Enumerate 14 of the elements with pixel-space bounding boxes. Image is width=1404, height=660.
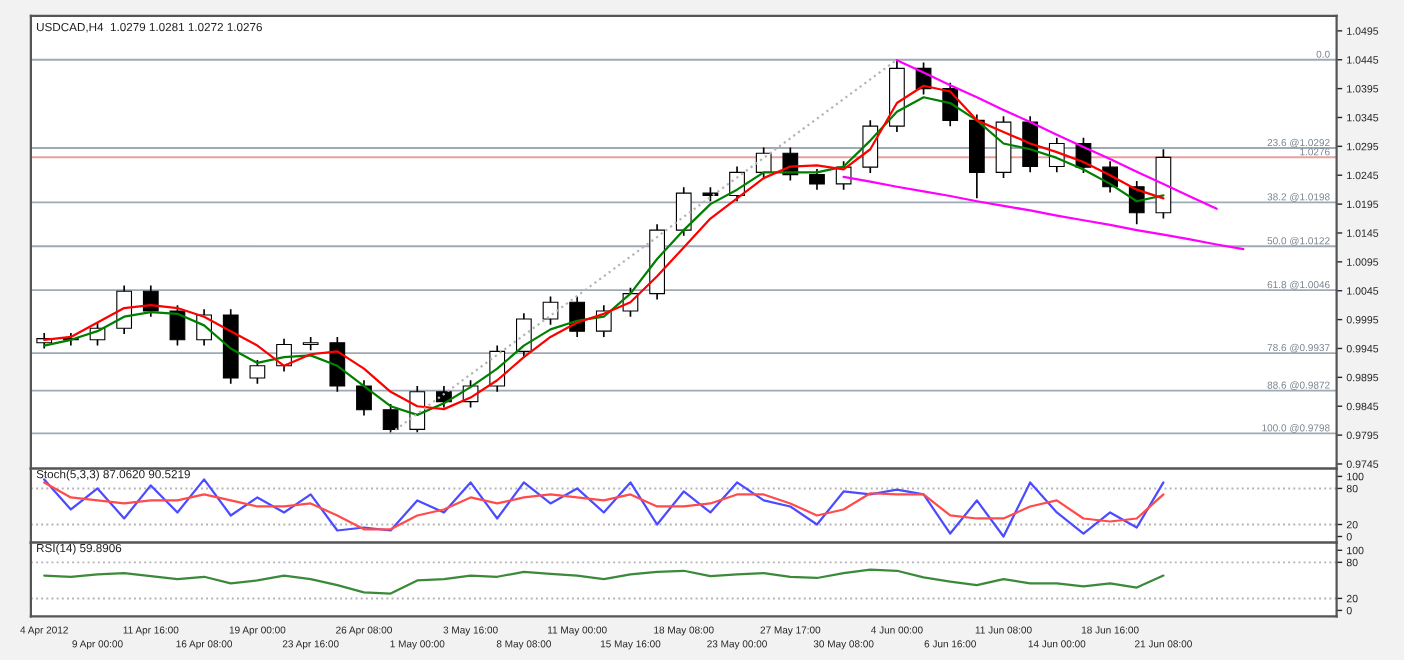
candlestick	[356, 379, 372, 417]
candlestick	[302, 336, 319, 352]
candlestick	[329, 336, 346, 393]
line-series	[895, 59, 1218, 210]
candlestick	[809, 168, 825, 191]
candlestick	[382, 403, 399, 435]
line-series	[389, 58, 899, 435]
line-series	[43, 568, 1165, 595]
candlestick	[675, 186, 692, 237]
candlestick	[755, 146, 772, 179]
candlestick	[169, 304, 186, 347]
candlestick	[515, 312, 532, 358]
candlestick	[542, 295, 559, 326]
candlestick	[249, 359, 266, 385]
